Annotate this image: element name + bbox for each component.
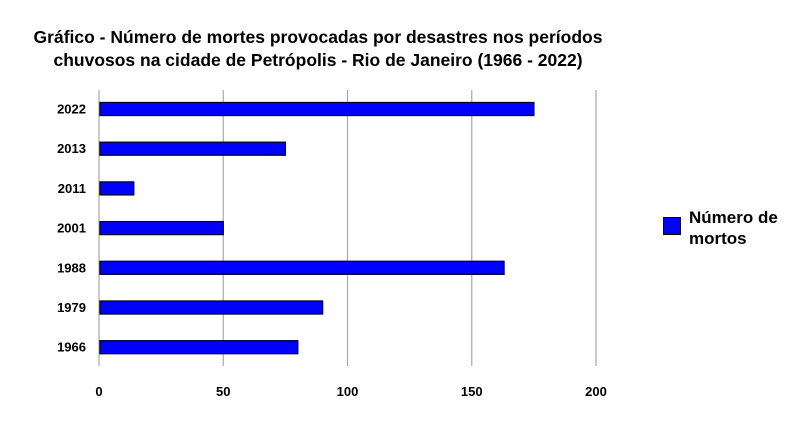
legend-label: Número de mortos	[689, 208, 778, 248]
chart-title-line-2: chuvosos na cidade de Petrópolis - Rio d…	[53, 50, 583, 70]
x-tick-label-100: 100	[337, 384, 359, 399]
y-tick-label-1979: 1979	[57, 300, 86, 315]
bar-2011	[99, 181, 135, 196]
x-tick-label-200: 200	[585, 384, 607, 399]
y-tick-label-1966: 1966	[57, 340, 86, 355]
bar-2022	[99, 101, 535, 117]
bar-2001	[99, 220, 224, 236]
bar-1966	[99, 340, 299, 355]
chart-title-line-1: Gráfico - Número de mortes provocadas po…	[33, 27, 603, 47]
x-tick-label-150: 150	[461, 384, 483, 399]
y-tick-label-2022: 2022	[57, 102, 86, 117]
chart-title: Gráfico - Número de mortes provocadas po…	[0, 26, 636, 72]
x-tick-label-0: 0	[95, 384, 102, 399]
legend-swatch	[663, 217, 681, 235]
x-tick-label-50: 50	[216, 384, 230, 399]
y-tick-label-2013: 2013	[57, 141, 86, 156]
y-tick-label-1988: 1988	[57, 260, 86, 275]
bar-1979	[99, 300, 324, 315]
bar-1988	[99, 260, 505, 275]
bar-2013	[99, 141, 287, 156]
y-tick-label-2011: 2011	[58, 181, 86, 196]
y-tick-label-2001: 2001	[57, 221, 86, 236]
